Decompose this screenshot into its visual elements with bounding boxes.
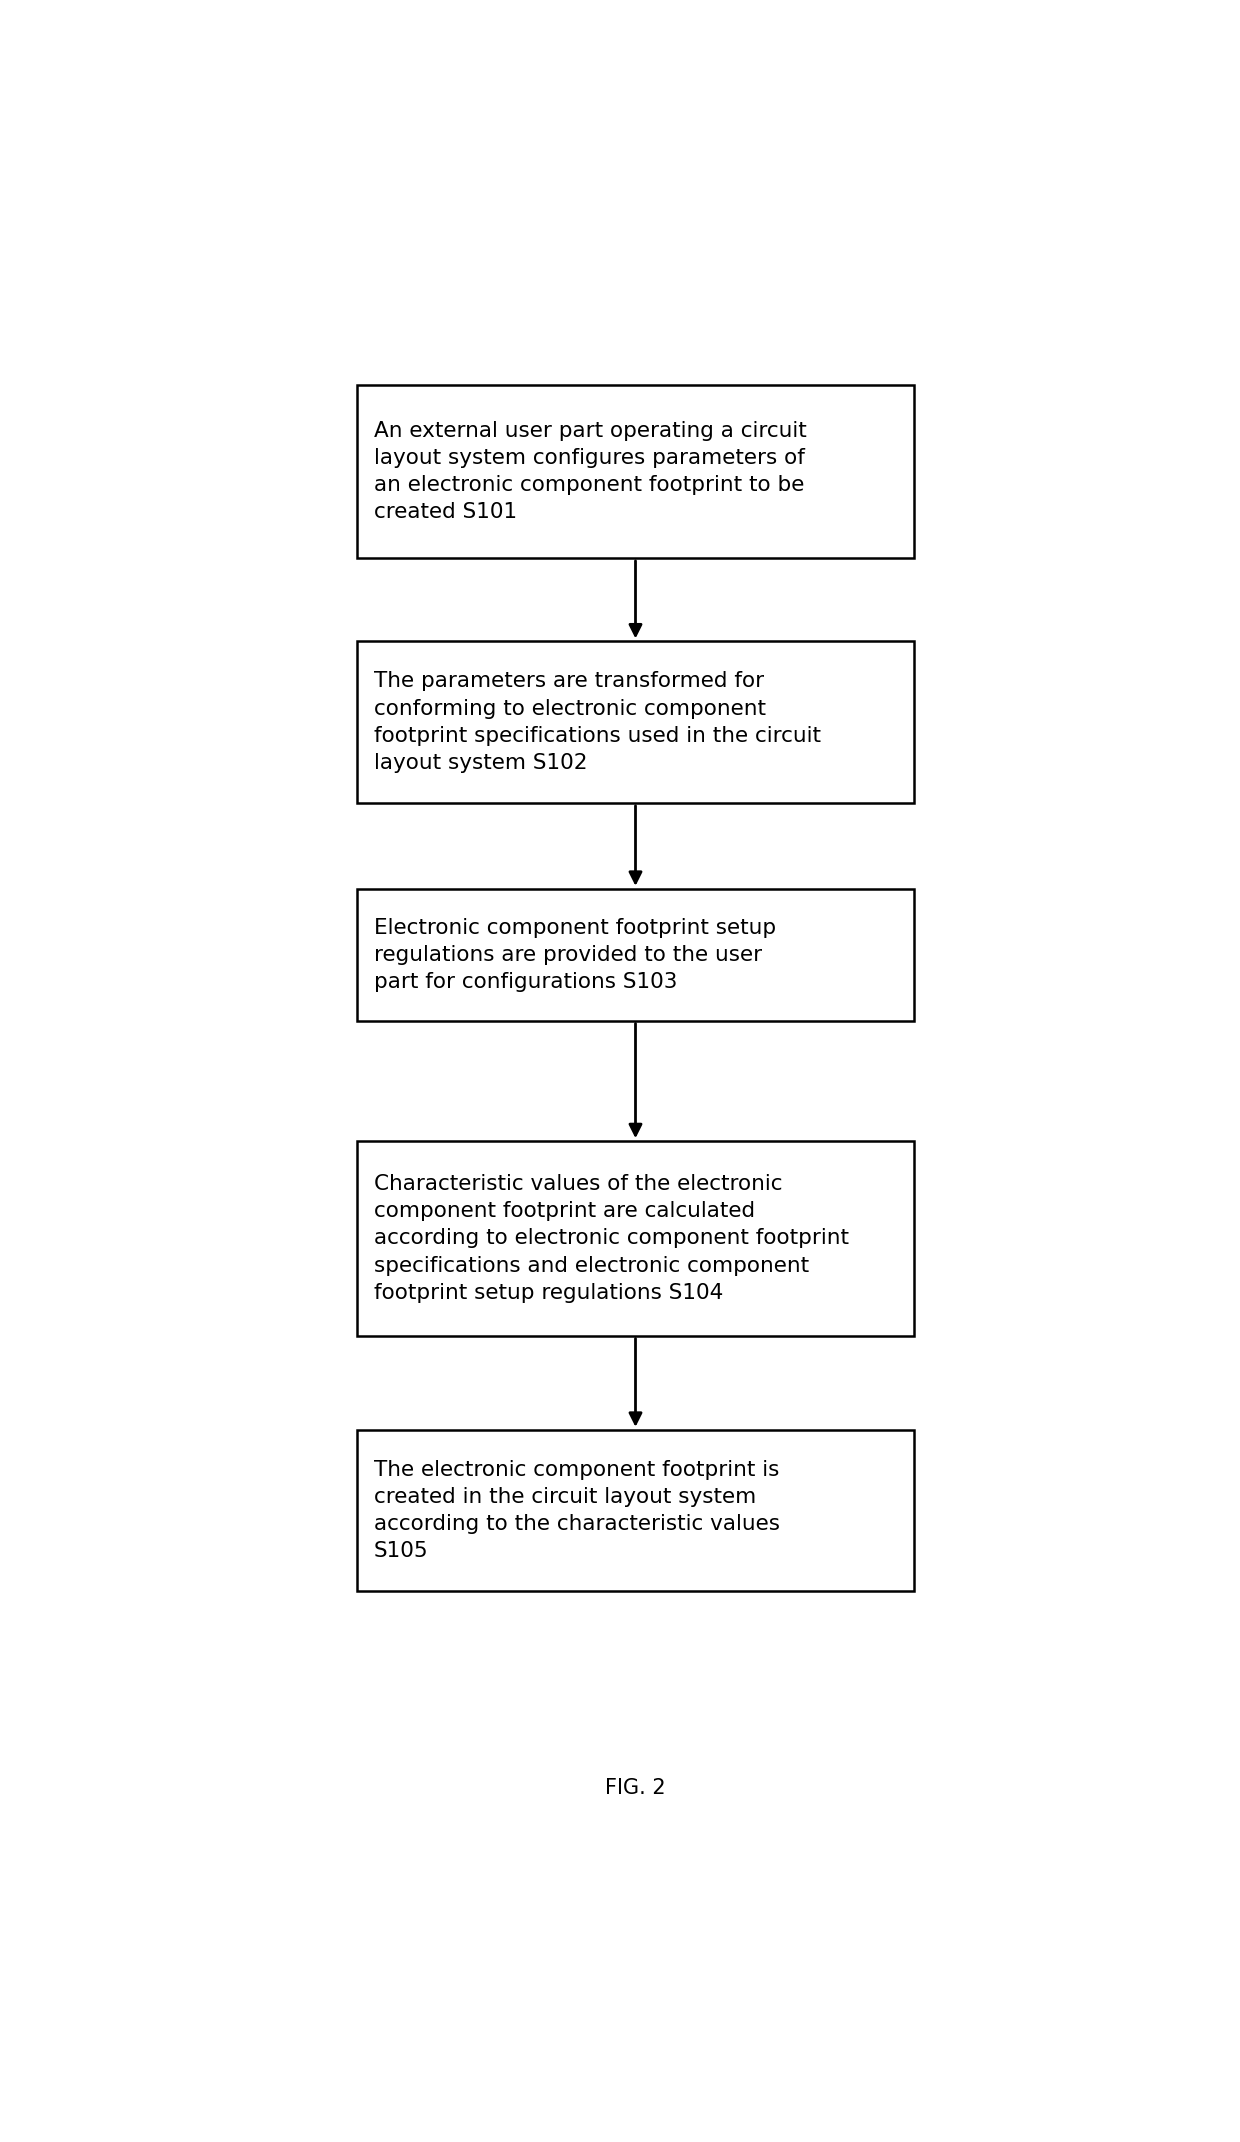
FancyBboxPatch shape	[357, 1429, 914, 1592]
FancyBboxPatch shape	[357, 1142, 914, 1337]
Text: FIG. 2: FIG. 2	[605, 1778, 666, 1797]
Text: The electronic component footprint is
created in the circuit layout system
accor: The electronic component footprint is cr…	[374, 1459, 780, 1562]
FancyBboxPatch shape	[357, 889, 914, 1022]
FancyBboxPatch shape	[357, 386, 914, 559]
Text: Electronic component footprint setup
regulations are provided to the user
part f: Electronic component footprint setup reg…	[374, 917, 776, 992]
Text: The parameters are transformed for
conforming to electronic component
footprint : The parameters are transformed for confo…	[374, 670, 821, 773]
FancyBboxPatch shape	[357, 640, 914, 803]
Text: Characteristic values of the electronic
component footprint are calculated
accor: Characteristic values of the electronic …	[374, 1174, 849, 1302]
Text: An external user part operating a circuit
layout system configures parameters of: An external user part operating a circui…	[374, 420, 807, 523]
